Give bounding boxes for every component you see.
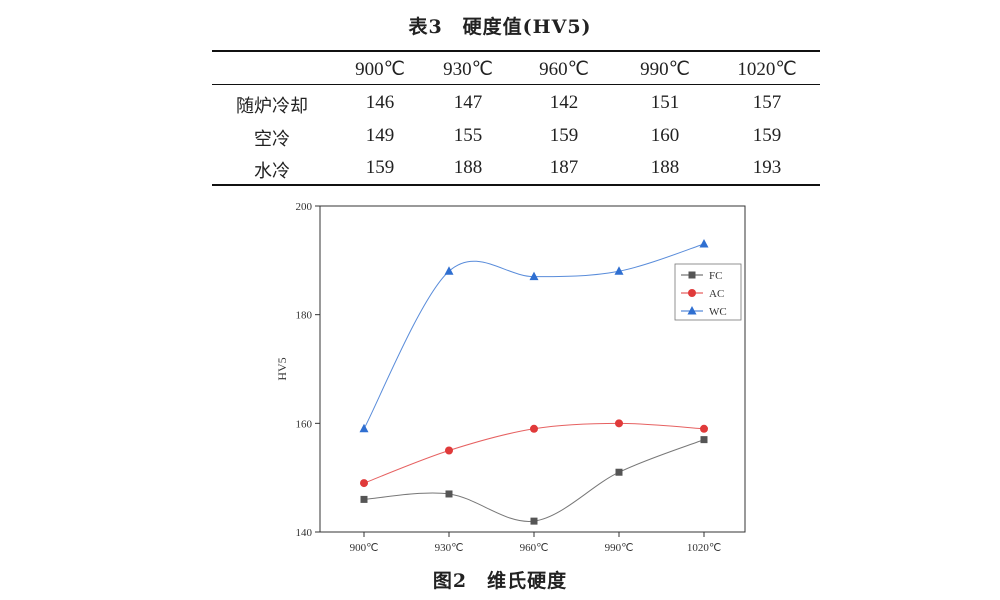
- y-tick-label: 200: [296, 201, 313, 213]
- data-point-wc: [699, 239, 709, 248]
- data-point-fc: [530, 517, 538, 525]
- table-cell: 160: [650, 125, 680, 146]
- data-point-ac: [700, 424, 708, 433]
- table-cell: 159: [365, 157, 395, 178]
- table-cell: 155: [453, 125, 483, 146]
- table-header-cell: 960℃: [539, 59, 589, 80]
- legend-marker-ac: [688, 289, 696, 297]
- y-tick-label: 140: [296, 527, 313, 539]
- y-tick-label: 180: [296, 310, 313, 322]
- series-line-fc: [363, 439, 705, 522]
- figure-caption: 图2 维氏硬度: [432, 570, 568, 592]
- table-header-rule: [212, 84, 820, 85]
- table-caption: 表3 硬度值(HV5): [408, 16, 592, 38]
- legend-label-wc: WC: [709, 306, 727, 318]
- data-point-ac: [445, 446, 453, 455]
- x-tick-label: 990℃: [605, 542, 634, 554]
- data-point-fc: [700, 436, 708, 444]
- data-point-fc: [445, 490, 453, 498]
- table-cell: 151: [650, 92, 680, 113]
- table-header-cell: 990℃: [640, 59, 690, 80]
- table-cell: 188: [453, 157, 483, 178]
- y-axis-label: HV5: [275, 357, 289, 380]
- table-cell: 142: [549, 92, 579, 113]
- data-point-wc: [614, 266, 624, 275]
- table-cell: 159: [752, 125, 782, 146]
- table-top-rule: [212, 50, 820, 52]
- table-header-cell: 930℃: [443, 59, 493, 80]
- data-point-wc: [444, 266, 454, 275]
- data-point-wc: [359, 423, 369, 433]
- table-header-cell: 900℃: [355, 59, 405, 80]
- data-point-wc: [529, 271, 539, 281]
- table-row-label: 空冷: [254, 129, 290, 150]
- table-row-label: 随炉冷却: [236, 96, 308, 117]
- legend-marker-fc: [688, 271, 696, 279]
- table-cell: 193: [752, 157, 782, 178]
- table-cell: 149: [365, 125, 395, 146]
- plot-frame: [319, 205, 746, 533]
- data-point-ac: [530, 424, 538, 433]
- series-line-wc: [363, 243, 705, 430]
- table-cell: 157: [752, 92, 782, 113]
- data-point-fc: [615, 468, 623, 476]
- x-tick-label: 900℃: [350, 542, 379, 554]
- x-tick-label: 930℃: [435, 542, 464, 554]
- legend-box: [674, 263, 742, 321]
- legend-marker-wc: [687, 306, 697, 315]
- x-tick-label: 960℃: [520, 542, 549, 554]
- table-cell: 147: [453, 92, 483, 113]
- table-cell: 146: [365, 92, 395, 113]
- x-tick-label: 1020℃: [687, 542, 721, 554]
- legend-label-fc: FC: [709, 270, 722, 282]
- table-cell: 188: [650, 157, 680, 178]
- data-point-fc: [360, 495, 368, 503]
- table-cell: 159: [549, 125, 579, 146]
- table-header-cell: 1020℃: [737, 59, 797, 80]
- legend-label-ac: AC: [709, 288, 724, 300]
- table-bottom-rule: [212, 184, 820, 186]
- table-cell: 187: [549, 157, 579, 178]
- data-point-ac: [360, 479, 368, 488]
- y-tick-label: 160: [296, 418, 313, 430]
- data-point-ac: [615, 419, 623, 428]
- hardness-line-chart: 140 160 180 200 900℃ 930℃ 960℃ 990℃ 1020℃ HV5 FC AC…: [275, 201, 746, 554]
- table-row-label: 水冷: [254, 161, 290, 182]
